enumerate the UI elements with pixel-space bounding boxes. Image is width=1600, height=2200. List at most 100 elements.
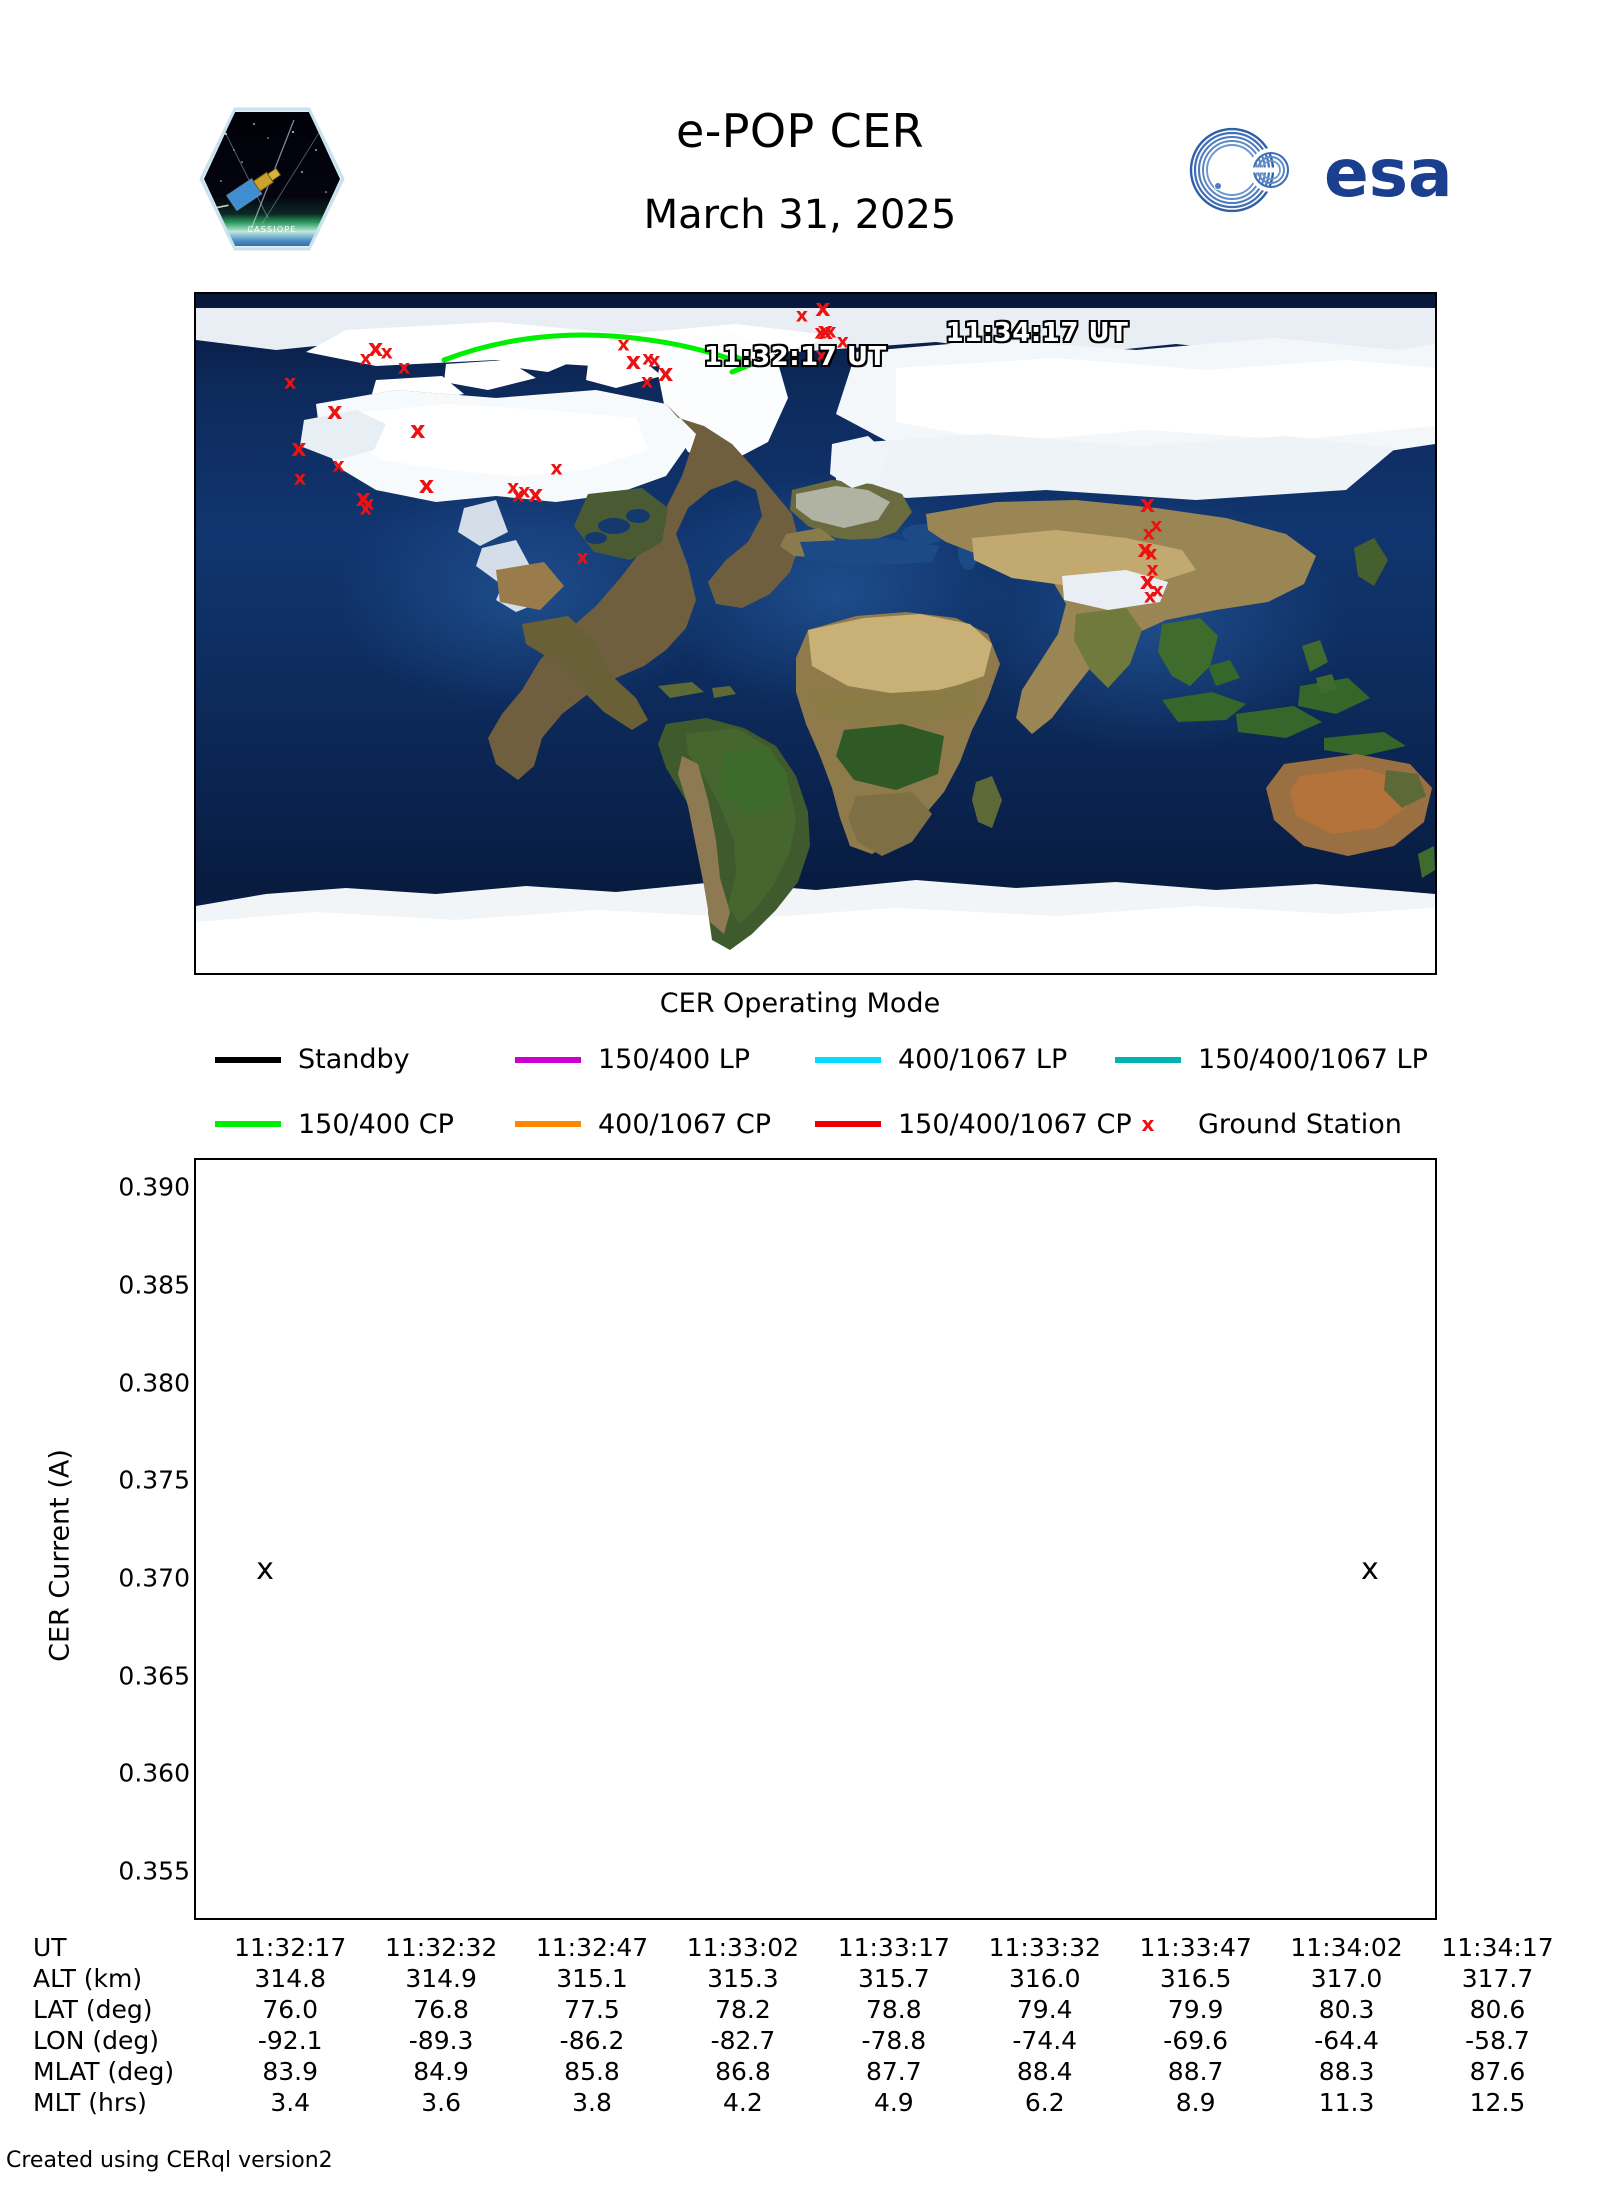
table-cell: 3.6	[421, 2088, 461, 2117]
table-cell: 11:33:32	[988, 1933, 1101, 1962]
legend-item-label: 150/400 LP	[598, 1044, 751, 1075]
table-cell: 11:34:17	[1441, 1933, 1554, 1962]
legend-item[interactable]: 400/1067 LP	[815, 1044, 1067, 1075]
table-cell: 11:34:02	[1290, 1933, 1403, 1962]
table-cell: -82.7	[710, 2026, 776, 2055]
legend-row: Standby 150/400 LP 400/1067 LP 150/400/1067…	[215, 1038, 1445, 1081]
table-cell: -89.3	[408, 2026, 474, 2055]
table-cell: 315.3	[707, 1964, 779, 1993]
y-axis-tick-label: 0.385	[118, 1270, 190, 1300]
mission-patch-text: CASSIOPE	[247, 225, 296, 234]
table-cell: 83.9	[262, 2057, 319, 2086]
table-cell: 87.7	[865, 2057, 922, 2086]
legend-item-label: 150/400 CP	[298, 1108, 454, 1140]
table-cell: 317.7	[1461, 1964, 1534, 1993]
table-cell: 8.9	[1175, 2088, 1216, 2117]
table-cell: 85.8	[564, 2057, 620, 2086]
table-cell: 3.8	[572, 2088, 612, 2117]
table-cell: 4.2	[723, 2088, 763, 2117]
page-date-subtitle: March 31, 2025	[643, 192, 957, 238]
ephemeris-table: UT 11:32:17 11:32:32 11:32:47 11:33:02 11:33:…	[33, 1932, 1573, 2118]
legend-item[interactable]: 150/400/1067 CP	[815, 1109, 1132, 1140]
table-cell: 11.3	[1318, 2088, 1375, 2117]
table-row-label: LAT (deg)	[33, 1995, 153, 2024]
footer-credit: Created using CERql version2	[6, 2148, 333, 2173]
legend-item[interactable]: 150/400 CP	[215, 1109, 454, 1140]
legend-color-swatch	[1115, 1056, 1181, 1063]
table-cell: 88.7	[1167, 2057, 1224, 2086]
legend-item[interactable]: 150/400/1067 LP	[1115, 1044, 1428, 1075]
map-ut-timestamp-label: 11:32:17 UT	[703, 341, 887, 372]
table-cell: 77.5	[564, 1995, 620, 2024]
table-cell: 11:32:17	[234, 1933, 347, 1962]
legend-row: 150/400 CP 400/1067 CP 150/400/1067 CP x Gro…	[215, 1081, 1445, 1140]
esa-wordmark: esa	[1324, 135, 1453, 212]
table-cell: 80.3	[1318, 1995, 1375, 2024]
table-row-label: LON (deg)	[33, 2026, 159, 2055]
legend-color-swatch	[515, 1056, 581, 1063]
table-cell: 84.9	[413, 2057, 469, 2086]
legend-item[interactable]: 150/400 LP	[515, 1044, 750, 1075]
legend-color-swatch	[815, 1056, 881, 1063]
world-map-imagery	[196, 294, 1435, 973]
table-row-label: MLT (hrs)	[33, 2088, 147, 2117]
cassiope-mission-patch-icon: CASSIOPE	[198, 106, 346, 252]
esa-logo-icon: esa	[1176, 124, 1466, 216]
cer-mode-legend: Standby 150/400 LP 400/1067 LP 150/400/1067…	[215, 1038, 1445, 1140]
legend-item[interactable]: 400/1067 CP	[515, 1109, 771, 1140]
table-cell: 6.2	[1024, 2088, 1065, 2117]
y-axis-tick-label: 0.390	[118, 1172, 190, 1202]
table-cell: 11:32:32	[384, 1933, 498, 1962]
legend-item[interactable]: Standby	[215, 1044, 410, 1075]
legend-color-swatch	[515, 1121, 581, 1127]
table-cell: 88.3	[1318, 2057, 1375, 2086]
y-axis-tick-label: 0.355	[118, 1856, 190, 1886]
table-cell: 79.9	[1167, 1995, 1224, 2024]
legend-title: CER Operating Mode	[659, 988, 941, 1019]
page-title: e-POP CER	[676, 104, 924, 158]
legend-item-label: 150/400/1067 CP	[898, 1108, 1132, 1140]
table-cell: -86.2	[559, 2026, 625, 2055]
table-cell: 76.8	[413, 1995, 469, 2024]
legend-item-label: 150/400/1067 LP	[1198, 1044, 1428, 1075]
y-axis-tick-label: 0.375	[118, 1465, 190, 1495]
plot-data-marker: x	[256, 1552, 274, 1588]
y-axis-tick-label: 0.365	[118, 1661, 190, 1691]
legend-item-label: Ground Station	[1198, 1108, 1402, 1140]
table-cell: -64.4	[1314, 2026, 1379, 2055]
legend-color-swatch	[215, 1056, 281, 1063]
legend-item[interactable]: x Ground Station	[1115, 1109, 1402, 1140]
ground-station-legend-icon: x	[1141, 1112, 1155, 1136]
table-row-label: UT	[33, 1933, 67, 1962]
y-axis-tick-label: 0.380	[118, 1368, 190, 1398]
legend-color-swatch	[215, 1121, 281, 1127]
table-cell: 12.5	[1469, 2088, 1526, 2117]
table-cell: 317.0	[1310, 1964, 1383, 1993]
table-cell: 87.6	[1469, 2057, 1526, 2086]
legend-item-label: 400/1067 CP	[598, 1108, 772, 1140]
table-cell: 314.9	[405, 1964, 477, 1993]
table-cell: 316.0	[1008, 1964, 1081, 1993]
legend-item-label: Standby	[298, 1044, 410, 1075]
table-cell: 4.9	[873, 2088, 914, 2117]
y-axis-tick-label: 0.370	[118, 1563, 190, 1593]
table-row-label: ALT (km)	[33, 1964, 143, 1993]
y-axis-tick-label: 0.360	[118, 1758, 190, 1788]
table-cell: 88.4	[1016, 2057, 1073, 2086]
table-cell: 80.6	[1469, 1995, 1526, 2024]
table-cell: 11:33:02	[686, 1933, 800, 1962]
table-cell: 79.4	[1016, 1995, 1073, 2024]
table-cell: 11:33:47	[1139, 1933, 1252, 1962]
table-row: MLT (hrs) 3.4 3.6 3.8 4.2 4.9 6.2 8.9 11.3 12.5	[33, 2087, 1573, 2118]
table-cell: 315.7	[858, 1964, 930, 1993]
table-cell: 78.2	[715, 1995, 771, 2024]
orbit-track	[441, 332, 755, 375]
map-ut-timestamp-label: 11:34:17 UT	[945, 317, 1129, 348]
table-cell: 314.8	[254, 1964, 326, 1993]
table-cell: -69.6	[1163, 2026, 1228, 2055]
table-cell: 76.0	[262, 1995, 319, 2024]
table-cell: 78.8	[865, 1995, 922, 2024]
